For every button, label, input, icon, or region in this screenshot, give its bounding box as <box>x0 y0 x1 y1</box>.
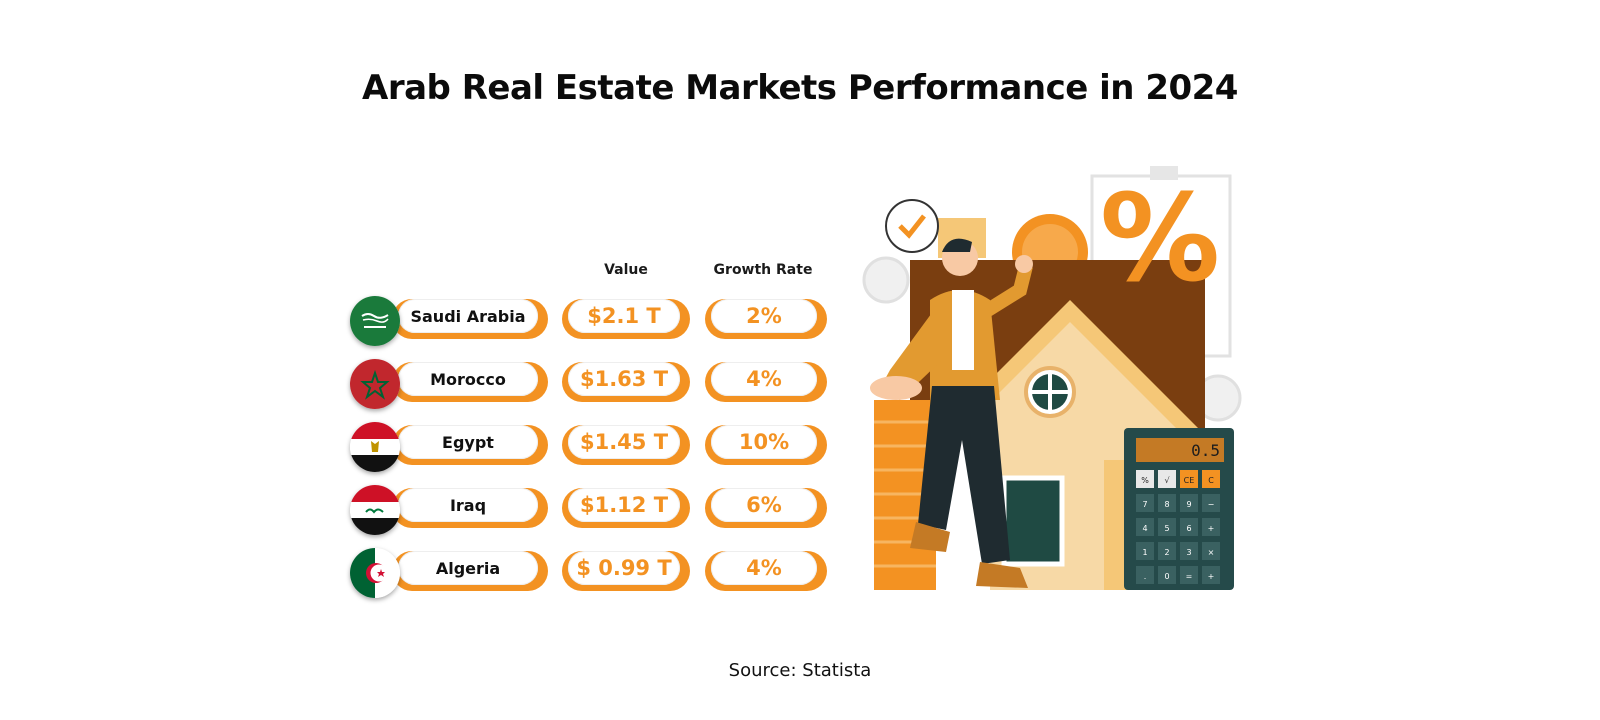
calculator-key <box>1136 494 1154 512</box>
growth-pill: 6% <box>705 488 827 528</box>
calculator-key-label: 2 <box>1164 548 1169 557</box>
calculator-key-label: 1 <box>1142 548 1147 557</box>
growth-label: 10% <box>711 425 817 459</box>
calculator-key <box>1180 470 1198 488</box>
saudi-arabia-flag <box>350 296 400 346</box>
country-name: Iraq <box>398 488 538 522</box>
value-label: $1.12 T <box>568 488 680 522</box>
calculator-key <box>1158 566 1176 584</box>
calculator-key-label: C <box>1208 476 1214 485</box>
value-pill: $1.12 T <box>562 488 690 528</box>
table-row: Algeria $ 0.99 T 4% <box>350 547 840 599</box>
country-pill: Morocco <box>392 362 548 402</box>
calculator-key-label: 5 <box>1164 524 1169 533</box>
calculator-key <box>1158 470 1176 488</box>
country-name: Algeria <box>398 551 538 585</box>
country-pill: Saudi Arabia <box>392 299 548 339</box>
calculator-key <box>1180 542 1198 560</box>
growth-label: 2% <box>711 299 817 333</box>
egypt-flag <box>350 422 400 472</box>
morocco-flag <box>350 359 400 409</box>
table-row: Morocco $1.63 T 4% <box>350 358 840 410</box>
country-name: Morocco <box>398 362 538 396</box>
calculator-key <box>1158 494 1176 512</box>
source-note: Source: Statista <box>728 660 872 681</box>
algeria-flag <box>350 548 400 598</box>
calculator-key-label: + <box>1208 524 1215 533</box>
calculator-key <box>1158 542 1176 560</box>
value-label: $2.1 T <box>568 299 680 333</box>
value-label: $1.45 T <box>568 425 680 459</box>
table-row: Saudi Arabia $2.1 T 2% <box>350 295 840 347</box>
calculator-key <box>1136 542 1154 560</box>
value-pill: $2.1 T <box>562 299 690 339</box>
calculator-key <box>1202 566 1220 584</box>
calculator-key-label: 8 <box>1164 500 1169 509</box>
real-estate-illustration: % 0.5 % √ CE C 7 8 9 − 4 5 6 +1 2 3 ×. 0 = + <box>860 160 1260 605</box>
calculator-key-label: 0 <box>1164 572 1169 581</box>
value-pill: $1.45 T <box>562 425 690 465</box>
growth-pill: 4% <box>705 551 827 591</box>
percent-sign: % <box>1100 170 1220 309</box>
column-header-value: Value <box>604 262 648 278</box>
growth-label: 4% <box>711 551 817 585</box>
calculator-key <box>1202 518 1220 536</box>
growth-label: 4% <box>711 362 817 396</box>
calculator-key-label: 6 <box>1186 524 1191 533</box>
page-title: Arab Real Estate Markets Performance in … <box>362 68 1238 108</box>
value-label: $1.63 T <box>568 362 680 396</box>
calculator-key <box>1180 494 1198 512</box>
column-header-growth-rate: Growth Rate <box>713 262 813 278</box>
calculator-key <box>1202 470 1220 488</box>
calculator-key-label: 3 <box>1186 548 1191 557</box>
calculator-key-label: × <box>1208 548 1215 557</box>
calculator-key-label: . <box>1144 572 1147 581</box>
country-pill: Iraq <box>392 488 548 528</box>
value-pill: $ 0.99 T <box>562 551 690 591</box>
iraq-flag <box>350 485 400 535</box>
calculator-key <box>1136 566 1154 584</box>
table-row: Egypt $1.45 T 10% <box>350 421 840 473</box>
growth-pill: 10% <box>705 425 827 465</box>
calculator-key-label: 4 <box>1142 524 1147 533</box>
country-name: Saudi Arabia <box>398 299 538 333</box>
calculator-key <box>1180 518 1198 536</box>
country-pill: Egypt <box>392 425 548 465</box>
calculator-key <box>1158 518 1176 536</box>
calculator-key <box>1202 542 1220 560</box>
calculator-key-label: − <box>1208 500 1215 509</box>
growth-pill: 4% <box>705 362 827 402</box>
calculator-display: 0.5 <box>1191 441 1220 460</box>
calculator-key-label: + <box>1208 572 1215 581</box>
growth-label: 6% <box>711 488 817 522</box>
calculator-key <box>1136 518 1154 536</box>
growth-pill: 2% <box>705 299 827 339</box>
calculator-key <box>1180 566 1198 584</box>
calculator-key-label: 9 <box>1186 500 1191 509</box>
calculator-key-label: = <box>1186 572 1193 581</box>
calculator-key <box>1136 470 1154 488</box>
calculator-key-label: % <box>1141 476 1149 485</box>
value-label: $ 0.99 T <box>568 551 680 585</box>
calculator-key-label: 7 <box>1142 500 1147 509</box>
country-name: Egypt <box>398 425 538 459</box>
country-pill: Algeria <box>392 551 548 591</box>
value-pill: $1.63 T <box>562 362 690 402</box>
calculator-key-label: √ <box>1164 476 1170 485</box>
calculator-key-label: CE <box>1184 476 1195 485</box>
table-row: Iraq $1.12 T 6% <box>350 484 840 536</box>
calculator-key <box>1202 494 1220 512</box>
